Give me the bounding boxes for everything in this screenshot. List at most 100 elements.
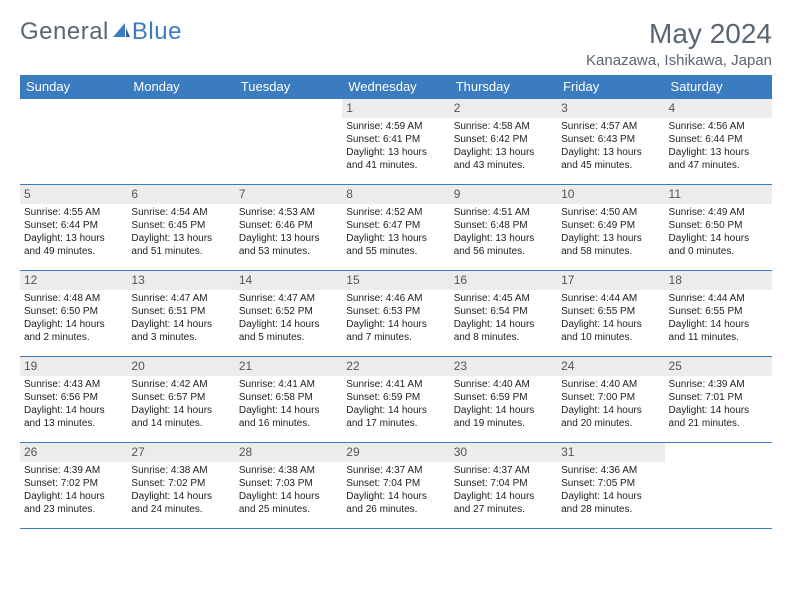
day-number: 5: [20, 185, 127, 204]
calendar-day-cell: 25Sunrise: 4:39 AMSunset: 7:01 PMDayligh…: [665, 357, 772, 443]
calendar-day-cell: 24 Sunrise: 4:40 AMSunset: 7:00 PMDayligh…: [557, 357, 664, 443]
day-number: 8: [342, 185, 449, 204]
sunrise-line: Sunrise: 4:45 AM: [454, 293, 553, 306]
sunset-line: Sunset: 6:59 PM: [454, 392, 553, 405]
daylight-line: Daylight: 14 hours and 27 minutes.: [454, 491, 553, 517]
calendar-day-cell: 17Sunrise: 4:44 AMSunset: 6:55 PMDayligh…: [557, 271, 664, 357]
calendar-table: SundayMondayTuesdayWednesdayThursdayFrid…: [20, 75, 772, 529]
calendar-body: 1Sunrise: 4:59 AMSunset: 6:41 PMDaylight…: [20, 99, 772, 529]
day-number: 21: [235, 357, 342, 376]
sunrise-line: Sunrise: 4:43 AM: [24, 379, 123, 392]
day-number: 18: [665, 271, 772, 290]
sunset-line: Sunset: 7:04 PM: [454, 478, 553, 491]
sunset-line: Sunset: 7:00 PM: [561, 392, 660, 405]
sunrise-line: Sunrise: 4:53 AM: [239, 207, 338, 220]
sunrise-line: Sunrise: 4:42 AM: [131, 379, 230, 392]
day-number: 17: [557, 271, 664, 290]
day-number: 28: [235, 443, 342, 462]
day-number: 24: [557, 357, 664, 376]
sunrise-line: Sunrise: 4:36 AM: [561, 465, 660, 478]
sunrise-line: Sunrise: 4:51 AM: [454, 207, 553, 220]
day-number: 22: [342, 357, 449, 376]
daylight-line: Daylight: 14 hours and 17 minutes.: [346, 405, 445, 431]
daylight-line: Daylight: 13 hours and 43 minutes.: [454, 147, 553, 173]
daylight-line: Daylight: 14 hours and 20 minutes.: [561, 405, 660, 431]
calendar-day-cell: 14Sunrise: 4:47 AMSunset: 6:52 PMDayligh…: [235, 271, 342, 357]
calendar-day-cell: 7Sunrise: 4:53 AMSunset: 6:46 PMDaylight…: [235, 185, 342, 271]
sunrise-line: Sunrise: 4:46 AM: [346, 293, 445, 306]
sunrise-line: Sunrise: 4:59 AM: [346, 121, 445, 134]
month-year: May 2024: [586, 18, 772, 50]
day-number: 11: [665, 185, 772, 204]
sunset-line: Sunset: 6:59 PM: [346, 392, 445, 405]
sunset-line: Sunset: 6:57 PM: [131, 392, 230, 405]
daylight-line: Daylight: 14 hours and 24 minutes.: [131, 491, 230, 517]
weekday-header: Tuesday: [235, 75, 342, 99]
sunset-line: Sunset: 6:43 PM: [561, 134, 660, 147]
sunset-line: Sunset: 6:58 PM: [239, 392, 338, 405]
calendar: SundayMondayTuesdayWednesdayThursdayFrid…: [20, 75, 772, 529]
calendar-week-row: 1Sunrise: 4:59 AMSunset: 6:41 PMDaylight…: [20, 99, 772, 185]
daylight-line: Daylight: 14 hours and 2 minutes.: [24, 319, 123, 345]
sunrise-line: Sunrise: 4:50 AM: [561, 207, 660, 220]
calendar-day-cell: 19Sunrise: 4:43 AMSunset: 6:56 PMDayligh…: [20, 357, 127, 443]
calendar-week-row: 5 Sunrise: 4:55 AMSunset: 6:44 PM Daylight…: [20, 185, 772, 271]
sunset-line: Sunset: 6:44 PM: [669, 134, 768, 147]
sunset-line: Sunset: 6:51 PM: [131, 306, 230, 319]
daylight-line: Daylight: 14 hours and 8 minutes.: [454, 319, 553, 345]
day-number: 30: [450, 443, 557, 462]
daylight-line: Daylight: 14 hours and 19 minutes.: [454, 405, 553, 431]
calendar-day-cell: 18Sunrise: 4:44 AMSunset: 6:55 PMDayligh…: [665, 271, 772, 357]
daylight-line: Daylight: 13 hours and 47 minutes.: [669, 147, 768, 173]
weekday-header: Monday: [127, 75, 234, 99]
weekday-header: Saturday: [665, 75, 772, 99]
day-number: 2: [450, 99, 557, 118]
sunset-line: Sunset: 6:44 PM: [24, 220, 123, 233]
sunrise-line: Sunrise: 4:38 AM: [239, 465, 338, 478]
sunrise-line: Sunrise: 4:54 AM: [131, 207, 230, 220]
daylight-line: Daylight: 13 hours and 55 minutes.: [346, 233, 445, 259]
sunrise-line: Sunrise: 4:56 AM: [669, 121, 768, 134]
sunrise-line: Sunrise: 4:47 AM: [239, 293, 338, 306]
daylight-line: Daylight: 14 hours and 7 minutes.: [346, 319, 445, 345]
daylight-line: Daylight: 14 hours and 13 minutes.: [24, 405, 123, 431]
calendar-day-cell: [235, 99, 342, 185]
calendar-week-row: 19Sunrise: 4:43 AMSunset: 6:56 PMDayligh…: [20, 357, 772, 443]
weekday-header: Thursday: [450, 75, 557, 99]
weekday-header: Sunday: [20, 75, 127, 99]
calendar-day-cell: 12Sunrise: 4:48 AMSunset: 6:50 PMDayligh…: [20, 271, 127, 357]
day-number: 16: [450, 271, 557, 290]
sunrise-line: Sunrise: 4:40 AM: [561, 379, 660, 392]
sunrise-line: Sunrise: 4:37 AM: [346, 465, 445, 478]
logo-sail-icon: [111, 18, 131, 46]
calendar-day-cell: 3Sunrise: 4:57 AMSunset: 6:43 PMDaylight…: [557, 99, 664, 185]
day-number: 9: [450, 185, 557, 204]
sunrise-line: Sunrise: 4:49 AM: [669, 207, 768, 220]
daylight-line: Daylight: 13 hours and 53 minutes.: [239, 233, 338, 259]
sunset-line: Sunset: 7:02 PM: [24, 478, 123, 491]
calendar-day-cell: 6Sunrise: 4:54 AMSunset: 6:45 PMDaylight…: [127, 185, 234, 271]
daylight-line: Daylight: 14 hours and 0 minutes.: [669, 233, 768, 259]
calendar-day-cell: 16 Sunrise: 4:45 AMSunset: 6:54 PMDayligh…: [450, 271, 557, 357]
calendar-day-cell: 20Sunrise: 4:42 AMSunset: 6:57 PMDayligh…: [127, 357, 234, 443]
day-number: 14: [235, 271, 342, 290]
sunrise-line: Sunrise: 4:39 AM: [24, 465, 123, 478]
sunset-line: Sunset: 6:49 PM: [561, 220, 660, 233]
calendar-day-cell: [127, 99, 234, 185]
calendar-day-cell: [665, 443, 772, 529]
sunset-line: Sunset: 6:46 PM: [239, 220, 338, 233]
sunset-line: Sunset: 6:54 PM: [454, 306, 553, 319]
daylight-line: Daylight: 13 hours and 58 minutes.: [561, 233, 660, 259]
calendar-day-cell: 31Sunrise: 4:36 AMSunset: 7:05 PMDayligh…: [557, 443, 664, 529]
sunset-line: Sunset: 6:50 PM: [669, 220, 768, 233]
daylight-line: Daylight: 14 hours and 14 minutes.: [131, 405, 230, 431]
day-number: 13: [127, 271, 234, 290]
sunrise-line: Sunrise: 4:55 AM: [24, 207, 123, 220]
sunset-line: Sunset: 6:53 PM: [346, 306, 445, 319]
sunrise-line: Sunrise: 4:41 AM: [346, 379, 445, 392]
logo: General Blue: [20, 18, 182, 46]
calendar-day-cell: 4Sunrise: 4:56 AMSunset: 6:44 PMDaylight…: [665, 99, 772, 185]
calendar-day-cell: 22 Sunrise: 4:41 AMSunset: 6:59 PMDayligh…: [342, 357, 449, 443]
calendar-week-row: 12Sunrise: 4:48 AMSunset: 6:50 PMDayligh…: [20, 271, 772, 357]
sunset-line: Sunset: 6:55 PM: [561, 306, 660, 319]
